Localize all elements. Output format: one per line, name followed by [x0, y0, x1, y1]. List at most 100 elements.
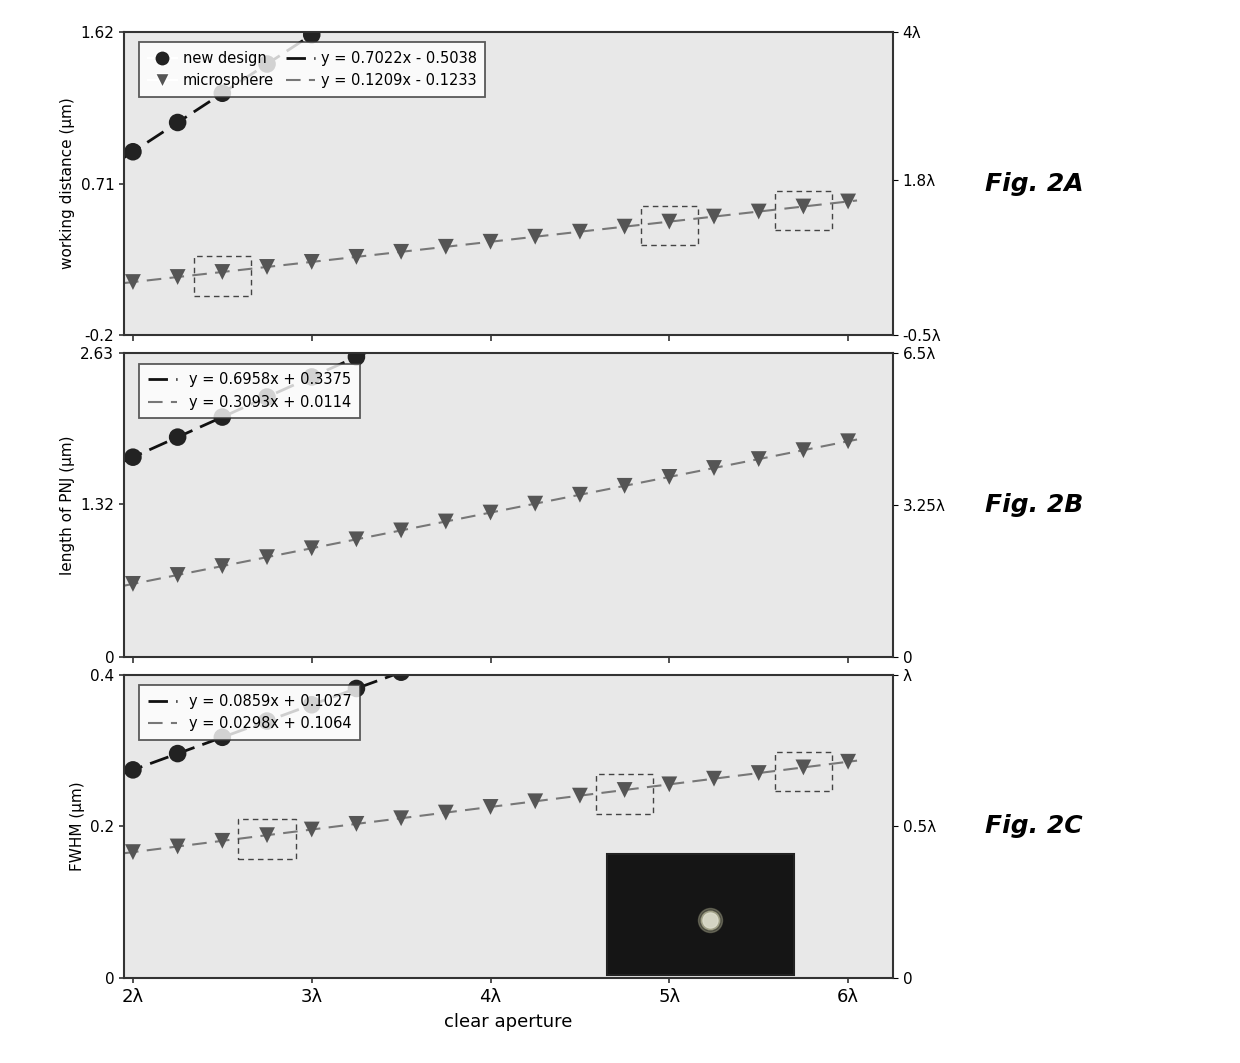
Point	[346, 249, 366, 266]
Point	[749, 168, 769, 185]
Point	[257, 388, 277, 405]
Point	[167, 428, 187, 445]
Bar	[606, 854, 795, 975]
Point	[749, 203, 769, 220]
Point	[704, 188, 724, 205]
Point	[526, 229, 546, 246]
Point	[701, 912, 720, 929]
Point	[212, 408, 232, 425]
Legend: y = 0.0859x + 0.1027, y = 0.0298x + 0.1064: y = 0.0859x + 0.1027, y = 0.0298x + 0.10…	[139, 685, 360, 740]
Point	[346, 0, 366, 14]
Point	[436, 238, 456, 255]
Point	[391, 810, 410, 827]
Point	[167, 567, 187, 584]
Point	[301, 369, 321, 386]
Point	[570, 598, 590, 615]
Point	[660, 469, 680, 486]
Point	[436, 308, 456, 325]
Point	[481, 631, 501, 648]
Point	[212, 85, 232, 102]
Point	[660, 208, 680, 225]
Point	[526, 268, 546, 285]
Point	[615, 781, 635, 798]
Point	[838, 128, 858, 145]
Point	[704, 459, 724, 476]
Point	[123, 144, 143, 161]
Point	[301, 27, 321, 44]
Point	[257, 258, 277, 275]
Point	[481, 233, 501, 250]
Point	[526, 793, 546, 810]
Point	[301, 253, 321, 270]
Point	[704, 550, 724, 567]
Legend: y = 0.6958x + 0.3375, y = 0.3093x + 0.0114: y = 0.6958x + 0.3375, y = 0.3093x + 0.01…	[139, 364, 360, 419]
Point	[346, 349, 366, 366]
Point	[570, 787, 590, 804]
X-axis label: clear aperture: clear aperture	[444, 1013, 573, 1031]
Point	[123, 575, 143, 592]
Point	[526, 495, 546, 512]
Point	[838, 193, 858, 210]
Point	[794, 198, 813, 215]
Point	[749, 451, 769, 468]
Point	[794, 518, 813, 535]
Point	[346, 680, 366, 697]
Point	[301, 821, 321, 838]
Point	[167, 114, 187, 131]
Point	[701, 912, 720, 929]
Point	[212, 832, 232, 849]
Point	[167, 269, 187, 286]
Point	[615, 229, 635, 246]
Point	[481, 288, 501, 305]
Point	[660, 776, 680, 793]
Point	[436, 647, 456, 664]
Point	[749, 534, 769, 551]
Point	[167, 745, 187, 762]
Text: Fig. 2B: Fig. 2B	[985, 493, 1084, 517]
Point	[301, 696, 321, 713]
Point	[212, 264, 232, 281]
Point	[123, 273, 143, 290]
Point	[301, 540, 321, 557]
Point	[570, 248, 590, 265]
Point	[838, 433, 858, 450]
Point	[257, 827, 277, 844]
Point	[391, 328, 410, 345]
Point	[123, 844, 143, 861]
Point	[123, 761, 143, 778]
Point	[212, 558, 232, 575]
Y-axis label: length of PNJ (μm): length of PNJ (μm)	[60, 435, 74, 575]
Point	[346, 815, 366, 832]
Point	[391, 522, 410, 539]
Point	[391, 663, 410, 680]
Point	[838, 501, 858, 518]
Legend: new design, microsphere, y = 0.7022x - 0.5038, y = 0.1209x - 0.1233: new design, microsphere, y = 0.7022x - 0…	[139, 43, 485, 97]
Point	[615, 583, 635, 600]
Point	[615, 218, 635, 235]
Point	[526, 614, 546, 631]
Point	[346, 530, 366, 547]
Point	[794, 148, 813, 165]
Point	[570, 223, 590, 240]
Point	[794, 759, 813, 776]
Point	[481, 504, 501, 521]
Point	[794, 441, 813, 458]
Y-axis label: FWHM (μm): FWHM (μm)	[69, 781, 84, 872]
Point	[212, 729, 232, 746]
Point	[749, 764, 769, 781]
Point	[481, 798, 501, 815]
Point	[838, 754, 858, 771]
Point	[701, 912, 720, 929]
Y-axis label: working distance (μm): working distance (μm)	[60, 98, 74, 269]
Point	[660, 566, 680, 583]
Point	[615, 477, 635, 494]
Point	[704, 771, 724, 788]
Point	[391, 243, 410, 260]
Point	[257, 55, 277, 72]
Point	[257, 549, 277, 566]
Text: Fig. 2C: Fig. 2C	[985, 814, 1083, 839]
Point	[123, 449, 143, 466]
Point	[436, 804, 456, 821]
Point	[167, 838, 187, 855]
Point	[570, 486, 590, 503]
